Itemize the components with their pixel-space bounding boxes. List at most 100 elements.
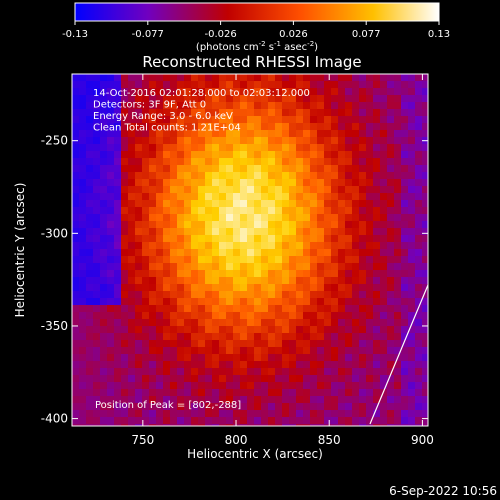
- heatmap-cell: [268, 256, 276, 264]
- heatmap-cell: [331, 172, 339, 180]
- heatmap-cell: [415, 165, 423, 173]
- heatmap-cell: [254, 151, 262, 159]
- heatmap-cell: [401, 130, 409, 138]
- heatmap-cell: [198, 389, 206, 397]
- heatmap-cell: [156, 326, 164, 334]
- heatmap-cell: [79, 109, 87, 117]
- heatmap-cell: [170, 151, 178, 159]
- heatmap-cell: [240, 193, 248, 201]
- heatmap-cell: [233, 312, 241, 320]
- heatmap-cell: [149, 389, 157, 397]
- heatmap-cell: [114, 263, 122, 271]
- heatmap-cell: [100, 165, 108, 173]
- heatmap-cell: [317, 109, 325, 117]
- heatmap-cell: [107, 102, 115, 110]
- heatmap-cell: [149, 312, 157, 320]
- heatmap-cell: [142, 340, 150, 348]
- heatmap-cell: [268, 137, 276, 145]
- heatmap-cell: [268, 333, 276, 341]
- heatmap-cell: [331, 312, 339, 320]
- heatmap-cell: [100, 214, 108, 222]
- heatmap-cell: [282, 235, 290, 243]
- heatmap-cell: [338, 270, 346, 278]
- heatmap-cell: [268, 396, 276, 404]
- heatmap-cell: [380, 81, 388, 89]
- heatmap-cell: [233, 270, 241, 278]
- heatmap-cell: [408, 277, 416, 285]
- heatmap-cell: [380, 109, 388, 117]
- heatmap-cell: [394, 137, 402, 145]
- heatmap-cell: [408, 228, 416, 236]
- heatmap-cell: [254, 165, 262, 173]
- heatmap-cell: [149, 130, 157, 138]
- heatmap-cell: [86, 249, 94, 257]
- heatmap-cell: [317, 221, 325, 229]
- heatmap-cell: [170, 102, 178, 110]
- heatmap-cell: [128, 256, 136, 264]
- heatmap-cell: [422, 403, 428, 411]
- heatmap-cell: [380, 256, 388, 264]
- heatmap-cell: [345, 207, 353, 215]
- heatmap-cell: [303, 123, 311, 131]
- heatmap-cell: [380, 200, 388, 208]
- heatmap-cell: [212, 312, 220, 320]
- heatmap-cell: [177, 130, 185, 138]
- heatmap-cell: [86, 417, 94, 425]
- heatmap-cell: [275, 403, 283, 411]
- heatmap-cell: [394, 340, 402, 348]
- heatmap-cell: [359, 207, 367, 215]
- heatmap-cell: [366, 375, 374, 383]
- heatmap-cell: [401, 382, 409, 390]
- heatmap-cell: [191, 144, 199, 152]
- heatmap-cell: [275, 193, 283, 201]
- heatmap-cell: [205, 354, 213, 362]
- heatmap-cell: [247, 291, 255, 299]
- heatmap-cell: [142, 263, 150, 271]
- heatmap-cell: [149, 291, 157, 299]
- heatmap-cell: [352, 95, 360, 103]
- heatmap-cell: [289, 284, 297, 292]
- heatmap-cell: [303, 396, 311, 404]
- heatmap-cell: [345, 347, 353, 355]
- heatmap-cell: [394, 347, 402, 355]
- heatmap-cell: [275, 340, 283, 348]
- heatmap-cell: [422, 102, 428, 110]
- heatmap-cell: [422, 186, 428, 194]
- heatmap-cell: [289, 263, 297, 271]
- heatmap-cell: [310, 256, 318, 264]
- heatmap-cell: [226, 403, 234, 411]
- heatmap-cell: [268, 102, 276, 110]
- heatmap-cell: [345, 256, 353, 264]
- heatmap-cell: [359, 165, 367, 173]
- heatmap-cell: [198, 74, 206, 82]
- heatmap-cell: [121, 228, 129, 236]
- heatmap-cell: [247, 242, 255, 250]
- heatmap-cell: [142, 88, 150, 96]
- heatmap-cell: [128, 123, 136, 131]
- heatmap-cell: [79, 298, 87, 306]
- heatmap-cell: [93, 221, 101, 229]
- heatmap-cell: [128, 389, 136, 397]
- heatmap-cell: [254, 214, 262, 222]
- heatmap-cell: [177, 389, 185, 397]
- heatmap-cell: [149, 74, 157, 82]
- heatmap-cell: [184, 312, 192, 320]
- heatmap-cell: [254, 298, 262, 306]
- heatmap-cell: [289, 221, 297, 229]
- heatmap-cell: [366, 361, 374, 369]
- heatmap-cell: [114, 235, 122, 243]
- heatmap-cell: [254, 375, 262, 383]
- heatmap-cell: [282, 214, 290, 222]
- heatmap-cell: [422, 151, 428, 159]
- heatmap-cell: [114, 74, 122, 82]
- heatmap-cell: [394, 263, 402, 271]
- heatmap-cell: [93, 410, 101, 418]
- heatmap-cell: [366, 284, 374, 292]
- heatmap-cell: [303, 88, 311, 96]
- heatmap-cell: [72, 410, 80, 418]
- heatmap-cell: [142, 284, 150, 292]
- heatmap-cell: [149, 242, 157, 250]
- heatmap-cell: [352, 179, 360, 187]
- heatmap-cell: [296, 137, 304, 145]
- heatmap-cell: [275, 81, 283, 89]
